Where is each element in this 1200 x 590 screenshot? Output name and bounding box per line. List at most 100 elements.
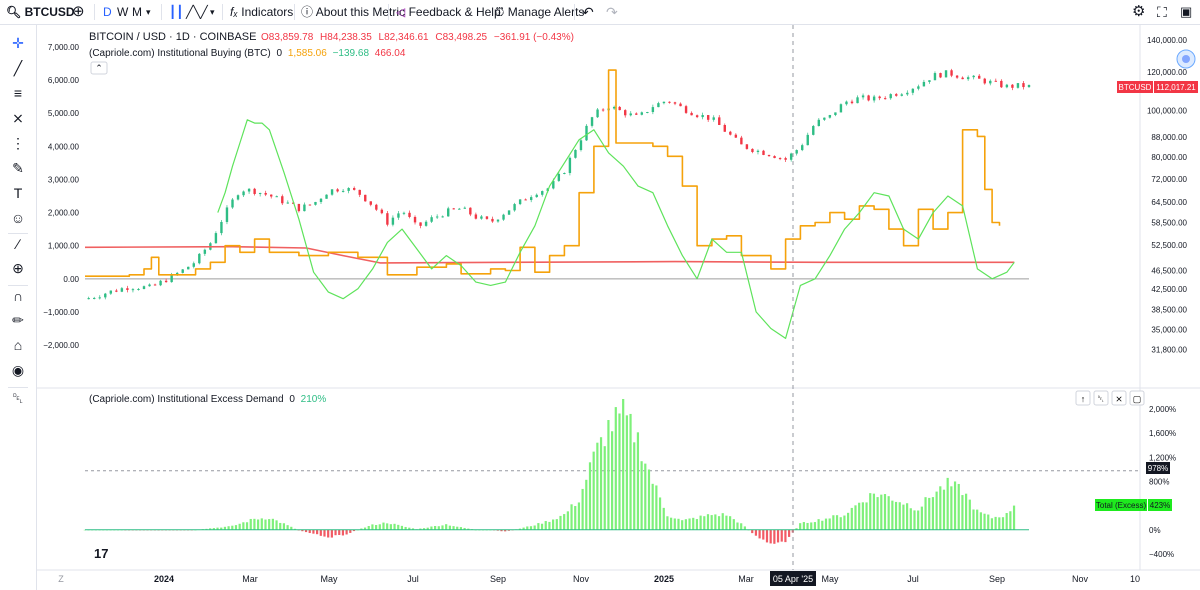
collapse-legend-button[interactable] — [90, 61, 108, 75]
search-icon: 🔍︎ — [6, 5, 22, 19]
excess-legend[interactable]: (Capriole.com) Institutional Excess Dema… — [89, 394, 326, 405]
candle-body — [773, 156, 776, 159]
candle-body — [541, 191, 544, 195]
excess-bar — [965, 493, 968, 530]
candle-body — [568, 157, 572, 173]
collapse-pane-button[interactable] — [1111, 390, 1127, 406]
right-axis-tick: 52,500.00 — [1151, 241, 1187, 250]
excess-axis-tick: 800% — [1149, 478, 1169, 487]
candle-body — [469, 207, 472, 215]
maximize-pane-button[interactable] — [1129, 390, 1145, 406]
x-axis-tick: May — [821, 574, 839, 584]
ruler-icon[interactable]: ∕ — [8, 233, 28, 254]
excess-bar — [264, 519, 267, 530]
lock-icon[interactable]: ⌂ — [13, 337, 23, 353]
delete-pane-button[interactable] — [1093, 390, 1109, 406]
fullscreen-icon[interactable]: ⛶ — [1157, 4, 1167, 20]
excess-bar — [389, 524, 392, 530]
excess-bar — [552, 519, 555, 530]
interval-d[interactable]: D — [103, 5, 112, 19]
interval-chevron-down-icon[interactable]: ▾ — [146, 7, 151, 17]
candle-body — [170, 274, 173, 283]
trend-line-icon[interactable]: ╱ — [13, 60, 23, 76]
candle-body — [994, 80, 998, 82]
feedback-label: Feedback & Help — [408, 5, 501, 19]
candle-body — [402, 212, 406, 214]
candle-body — [524, 199, 527, 201]
total-excess-name-tag — [1095, 499, 1147, 511]
emoji-icon[interactable]: ☺ — [10, 210, 26, 226]
crosshair-icon[interactable]: ✛ — [12, 35, 24, 51]
excess-bar — [695, 519, 699, 530]
left-axis-tick: −1,000.00 — [43, 308, 79, 317]
excess-bar — [253, 518, 256, 530]
about-metric-button[interactable]: ⓘ About this Metric — [301, 0, 405, 24]
fib-retracement-icon[interactable]: ≡ — [13, 85, 23, 101]
excess-bar — [961, 495, 964, 530]
pattern-icon[interactable]: ⨯ — [12, 110, 24, 126]
brush-icon[interactable]: ✎ — [12, 160, 24, 176]
trash-icon[interactable]: ␡ — [8, 387, 28, 408]
excess-bar — [714, 514, 717, 530]
indicator-legend[interactable]: (Capriole.com) Institutional Buying (BTC… — [89, 48, 406, 59]
candle-body — [900, 94, 903, 96]
level-tag — [1146, 462, 1170, 474]
candle-body — [712, 117, 715, 120]
feedback-button[interactable]: ◁ Feedback & Help — [396, 0, 501, 24]
excess-bar — [312, 529, 315, 534]
excess-bar — [238, 523, 241, 530]
interval-m[interactable]: M — [132, 5, 142, 19]
right-axis-tick: 80,000.00 — [1151, 153, 1187, 162]
indicators-button[interactable]: fₓ Indicators — [230, 0, 293, 24]
candle-body — [850, 101, 854, 104]
excess-bar — [1012, 505, 1016, 530]
line-chart-icon[interactable]: ╱╲╱ — [186, 5, 208, 19]
ohlc-close: C83,498.25 — [435, 32, 487, 43]
excess-bar — [861, 502, 864, 530]
excess-bar — [341, 529, 345, 536]
left-axis-tick: 4,000.00 — [48, 142, 80, 151]
text-tool-icon[interactable]: T — [13, 185, 23, 201]
indicators-label: Indicators — [241, 5, 294, 19]
candle-body — [601, 109, 605, 111]
move-up-button[interactable] — [1075, 390, 1091, 406]
about-metric-label: About this Metric — [315, 5, 406, 19]
chart-type-chevron-down-icon[interactable]: ▾ — [210, 7, 215, 17]
candle-body — [640, 112, 644, 115]
redo-icon[interactable]: ↷ — [606, 4, 618, 20]
symbol-search[interactable]: 🔍︎ BTCUSD — [6, 0, 75, 24]
lock-drawing-icon[interactable]: ✏ — [12, 312, 24, 328]
trash-small-icon: ␡ — [1097, 394, 1104, 404]
crosshair-date-text: 05 Apr '25 — [773, 574, 813, 584]
candle-body — [1011, 84, 1014, 88]
settings-gear-icon[interactable]: ⚙ — [1132, 3, 1146, 20]
candle-body — [131, 289, 135, 291]
price-value-text: 112,017.21 — [1156, 83, 1196, 92]
add-symbol-icon[interactable]: ⊕ — [72, 3, 85, 20]
excess-bar — [824, 518, 828, 530]
camera-icon[interactable]: ▣ — [1180, 4, 1193, 19]
excess-bar — [670, 517, 673, 530]
excess-bar — [227, 526, 230, 530]
excess-bar — [378, 524, 381, 530]
eye-icon[interactable]: ◉ — [11, 362, 25, 378]
left-axis-tick: 1,000.00 — [48, 242, 80, 251]
chart-area[interactable]: 7,000.00 6,000.00 5,000.00 4,000.00 3,000.00… — [37, 25, 1200, 590]
zoom-in-icon[interactable]: ⊕ — [12, 260, 24, 276]
candle-body — [474, 214, 478, 219]
excess-bar — [290, 526, 293, 530]
excess-bar — [762, 529, 765, 540]
candle-body — [834, 112, 837, 116]
candle-body — [690, 112, 693, 116]
prediction-icon[interactable]: ⋮ — [11, 135, 25, 151]
excess-bar — [979, 512, 982, 530]
undo-icon[interactable]: ↶ — [582, 4, 594, 20]
manage-alerts-button[interactable]: ⏰︎ Manage Alerts — [495, 0, 584, 24]
candle-body — [618, 106, 621, 111]
magnet-icon[interactable]: ∩ — [8, 285, 28, 306]
candles-icon[interactable]: ┃┃ — [169, 5, 184, 19]
right-axis-tick: 88,000.00 — [1151, 133, 1187, 142]
candle-body — [778, 158, 782, 160]
excess-bar — [729, 516, 732, 530]
interval-w[interactable]: W — [117, 5, 129, 19]
